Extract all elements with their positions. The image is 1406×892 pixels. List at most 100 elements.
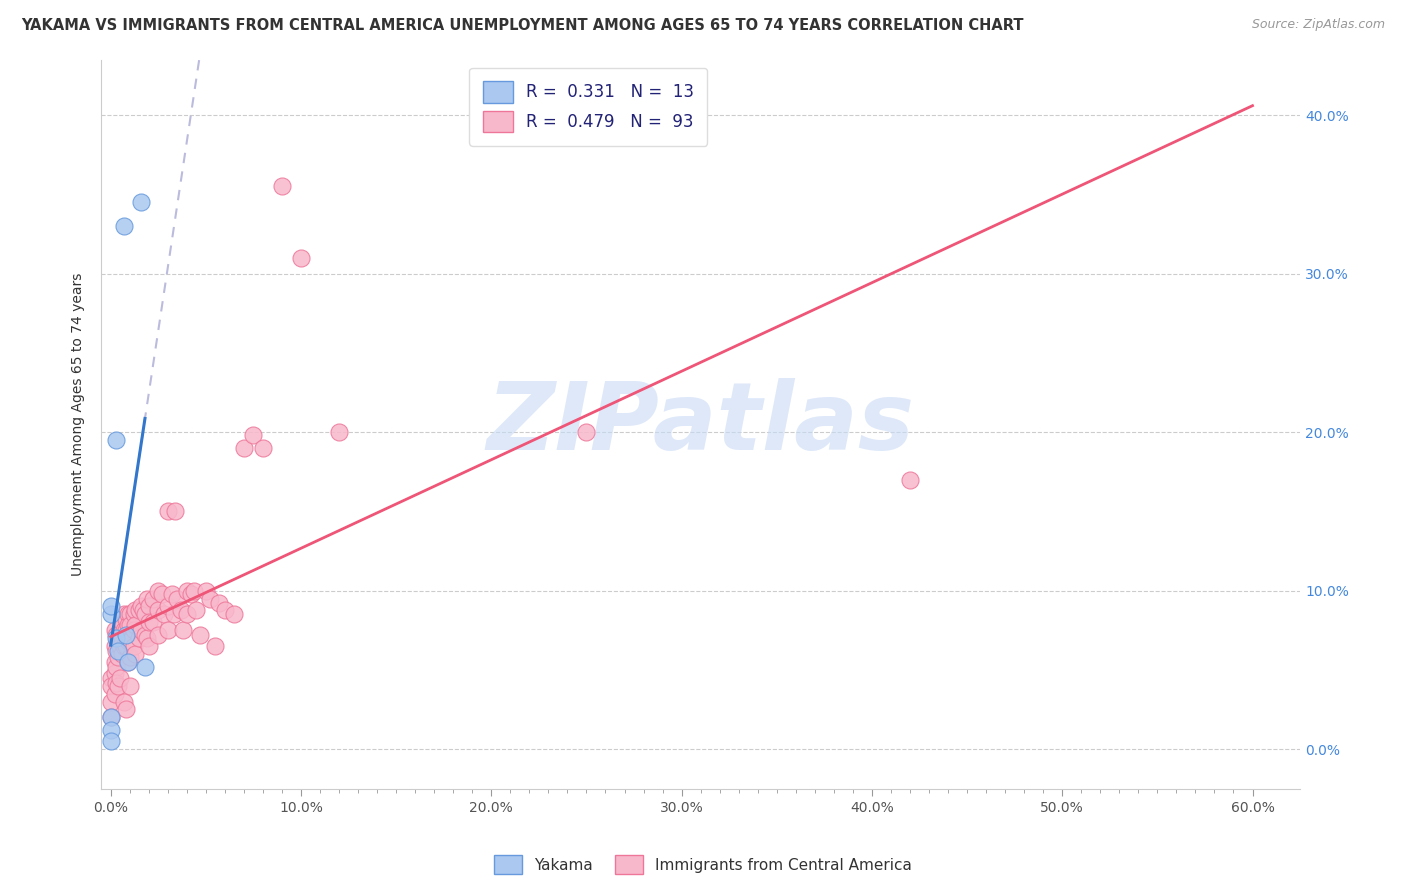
Point xyxy=(575,425,598,439)
Point xyxy=(105,659,128,673)
Point xyxy=(105,675,128,690)
Point xyxy=(115,612,138,626)
Point xyxy=(150,587,173,601)
Point xyxy=(242,428,264,442)
Point xyxy=(148,583,170,598)
Point xyxy=(166,591,188,606)
Point xyxy=(156,624,179,638)
Point xyxy=(118,634,141,648)
Point xyxy=(122,624,145,638)
Point xyxy=(232,441,254,455)
Point xyxy=(180,587,202,601)
Point xyxy=(138,599,160,614)
Text: Source: ZipAtlas.com: Source: ZipAtlas.com xyxy=(1251,18,1385,31)
Legend: R =  0.331   N =  13, R =  0.479   N =  93: R = 0.331 N = 13, R = 0.479 N = 93 xyxy=(470,68,707,145)
Point xyxy=(135,631,157,645)
Point xyxy=(162,607,184,622)
Point xyxy=(112,624,135,638)
Point xyxy=(160,587,183,601)
Point xyxy=(100,710,122,724)
Point xyxy=(115,639,138,653)
Point xyxy=(118,650,141,665)
Point xyxy=(170,602,193,616)
Point xyxy=(122,607,145,622)
Point xyxy=(129,599,152,614)
Point xyxy=(138,615,160,630)
Y-axis label: Unemployment Among Ages 65 to 74 years: Unemployment Among Ages 65 to 74 years xyxy=(72,272,86,576)
Point xyxy=(208,596,231,610)
Point xyxy=(134,659,156,673)
Point xyxy=(176,607,198,622)
Point xyxy=(118,679,141,693)
Point xyxy=(110,639,132,653)
Point xyxy=(153,607,176,622)
Point xyxy=(328,425,350,439)
Point xyxy=(132,602,155,616)
Point xyxy=(118,618,141,632)
Point xyxy=(176,583,198,598)
Point xyxy=(122,639,145,653)
Point xyxy=(128,602,150,616)
Text: YAKAMA VS IMMIGRANTS FROM CENTRAL AMERICA UNEMPLOYMENT AMONG AGES 65 TO 74 YEARS: YAKAMA VS IMMIGRANTS FROM CENTRAL AMERIC… xyxy=(21,18,1024,33)
Point xyxy=(103,624,125,638)
Point xyxy=(135,591,157,606)
Point xyxy=(271,179,294,194)
Point xyxy=(100,671,122,685)
Point xyxy=(117,655,139,669)
Point xyxy=(107,650,129,665)
Point xyxy=(103,666,125,681)
Point xyxy=(112,219,135,233)
Point xyxy=(103,687,125,701)
Point xyxy=(105,644,128,658)
Point xyxy=(138,639,160,653)
Point xyxy=(204,639,226,653)
Point xyxy=(148,628,170,642)
Point xyxy=(134,628,156,642)
Point xyxy=(111,631,134,645)
Point xyxy=(124,618,146,632)
Point xyxy=(129,624,152,638)
Point xyxy=(156,504,179,518)
Point xyxy=(142,591,165,606)
Point xyxy=(103,655,125,669)
Point xyxy=(100,695,122,709)
Point xyxy=(110,624,132,638)
Text: ZIPatlas: ZIPatlas xyxy=(486,378,915,470)
Point xyxy=(172,624,194,638)
Point xyxy=(100,679,122,693)
Point xyxy=(134,607,156,622)
Point xyxy=(124,647,146,661)
Point xyxy=(117,618,139,632)
Point xyxy=(115,628,138,642)
Point xyxy=(115,624,138,638)
Point xyxy=(117,607,139,622)
Point xyxy=(214,602,236,616)
Point xyxy=(252,441,274,455)
Point xyxy=(186,602,208,616)
Legend: Yakama, Immigrants from Central America: Yakama, Immigrants from Central America xyxy=(488,849,918,880)
Point xyxy=(112,695,135,709)
Point xyxy=(107,679,129,693)
Point xyxy=(112,607,135,622)
Point xyxy=(198,591,221,606)
Point xyxy=(194,583,217,598)
Point xyxy=(117,655,139,669)
Point xyxy=(100,599,122,614)
Point xyxy=(224,607,246,622)
Point xyxy=(100,723,122,738)
Point xyxy=(118,607,141,622)
Point xyxy=(107,644,129,658)
Point xyxy=(142,615,165,630)
Point xyxy=(107,634,129,648)
Point xyxy=(112,639,135,653)
Point xyxy=(105,628,128,642)
Point xyxy=(103,639,125,653)
Point xyxy=(105,631,128,645)
Point xyxy=(117,634,139,648)
Point xyxy=(128,631,150,645)
Point xyxy=(100,710,122,724)
Point xyxy=(148,602,170,616)
Point xyxy=(111,615,134,630)
Point xyxy=(111,647,134,661)
Point xyxy=(898,473,921,487)
